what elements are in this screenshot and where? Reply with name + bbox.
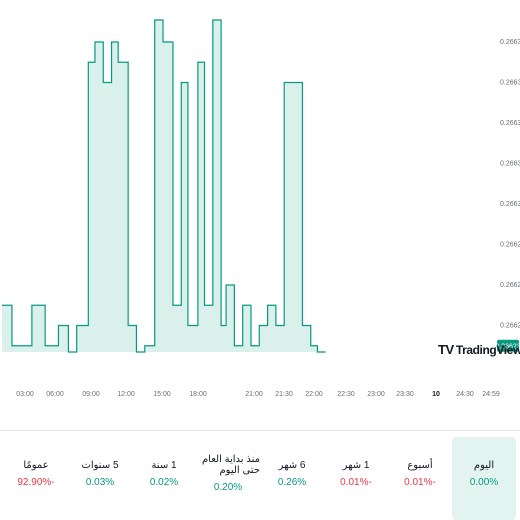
performance-item[interactable]: عمومًا 92.90%- [4, 437, 68, 520]
x-tick-label: 24:59 [482, 391, 500, 398]
y-tick-label: 0.26638 [500, 39, 520, 46]
x-tick-label: 22:30 [337, 391, 355, 398]
x-tick-label: 18:00 [189, 391, 207, 398]
tradingview-logo-icon: TV [438, 342, 454, 357]
last-price-tag-label: 0.26623 [495, 343, 520, 350]
y-tick-label: 0.26636 [500, 80, 520, 87]
y-tick-label: 0.26634 [500, 120, 520, 127]
y-tick-label: 0.26626 [500, 282, 520, 289]
x-tick-label: 09:00 [82, 391, 100, 398]
y-tick-label: 0.26624 [500, 323, 520, 330]
performance-label: أسبوع [407, 459, 433, 471]
x-tick-label: 03:00 [16, 391, 34, 398]
price-series-line [2, 19, 326, 353]
tradingview-logo: TV TradingView [438, 342, 520, 357]
y-tick-label: 0.26628 [500, 242, 520, 249]
performance-label: اليوم [473, 459, 495, 471]
x-tick-label: 23:00 [367, 391, 385, 398]
last-price-tag-bg [497, 339, 519, 352]
performance-item[interactable]: أسبوع 0.01%- [388, 437, 452, 520]
price-area [2, 20, 326, 352]
performance-item[interactable]: 1 شهر 0.01%- [324, 437, 388, 520]
performance-value: 0.20% [213, 482, 243, 493]
last-price-tag: 0.26623 [495, 339, 520, 352]
performance-value: 0.00% [469, 476, 499, 488]
performance-value: 0.26% [277, 476, 307, 488]
x-axis: 03:00 06:00 09:00 12:00 15:00 18:00 21:00 21:30… [16, 391, 500, 398]
x-tick-label: 23:30 [396, 391, 414, 398]
performance-value: 0.01%- [404, 476, 436, 488]
performance-item[interactable]: منذ بداية العام حتى اليوم 0.20% [196, 437, 260, 520]
performance-value: 0.01%- [340, 476, 372, 488]
performance-value: 92.90%- [17, 476, 55, 488]
y-tick-label: 0.26632 [500, 161, 520, 168]
performance-label: 5 سنوات [81, 459, 119, 471]
x-tick-label: 06:00 [46, 391, 64, 398]
performance-label: 1 شهر [342, 459, 370, 471]
performance-bar: اليوم 0.00% أسبوع 0.01%- 1 شهر 0.01%- 6 شهر 0.2… [0, 430, 520, 520]
performance-value: 0.02% [149, 476, 179, 488]
performance-item[interactable]: اليوم 0.00% [452, 437, 516, 520]
performance-value: 0.03% [85, 476, 115, 488]
x-tick-label: 15:00 [153, 391, 171, 398]
performance-item[interactable]: 6 شهر 0.26% [260, 437, 324, 520]
performance-label: منذ بداية العام حتى اليوم [201, 454, 260, 476]
tradingview-logo-text: TradingView [455, 342, 520, 357]
performance-label: 6 شهر [278, 459, 306, 471]
price-area-fill [2, 20, 326, 352]
performance-item[interactable]: 1 سنة 0.02% [132, 437, 196, 520]
price-line [2, 19, 326, 353]
x-tick-label: 12:00 [117, 391, 135, 398]
x-tick-label: 22:00 [305, 391, 323, 398]
x-tick-label: 21:00 [245, 391, 263, 398]
performance-label: 1 سنة [151, 459, 177, 471]
x-tick-label: 10 [432, 391, 440, 398]
x-tick-label: 24:30 [456, 391, 474, 398]
x-tick-label: 21:30 [275, 391, 293, 398]
performance-item[interactable]: 5 سنوات 0.03% [68, 437, 132, 520]
performance-label: عمومًا [23, 459, 49, 471]
